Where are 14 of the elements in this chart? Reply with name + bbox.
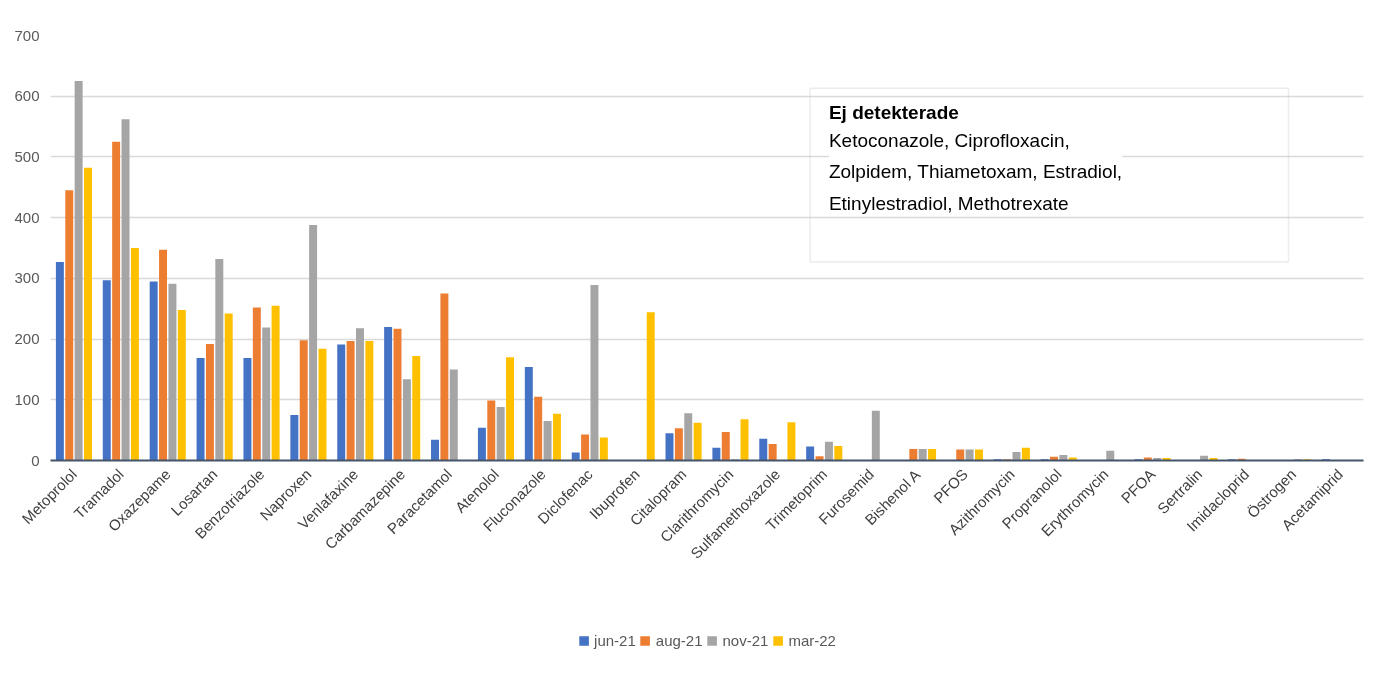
y-tick-label: 500 <box>14 147 40 165</box>
y-tick-label: 300 <box>14 269 40 287</box>
y-tick-label: 400 <box>14 208 40 226</box>
legend-label: jun-21 <box>594 631 636 649</box>
y-tick-label: 700 <box>14 26 40 44</box>
y-tick-label: 100 <box>14 390 40 408</box>
annotation: Ej detekterade <box>828 102 959 124</box>
y-tick-label: 0 <box>31 451 40 469</box>
annotation: Ketoconazole, Ciprofloxacin, Zolpidem, Thiametoxam, Estradiol, Etinylestradiol, Methotrexate <box>828 129 1123 214</box>
y-tick-label: 200 <box>14 330 40 348</box>
legend-label: mar-22 <box>788 631 836 649</box>
legend-label: nov-21 <box>722 631 769 649</box>
y-tick-label: 600 <box>14 87 40 105</box>
legend-label: aug-21 <box>655 631 703 649</box>
